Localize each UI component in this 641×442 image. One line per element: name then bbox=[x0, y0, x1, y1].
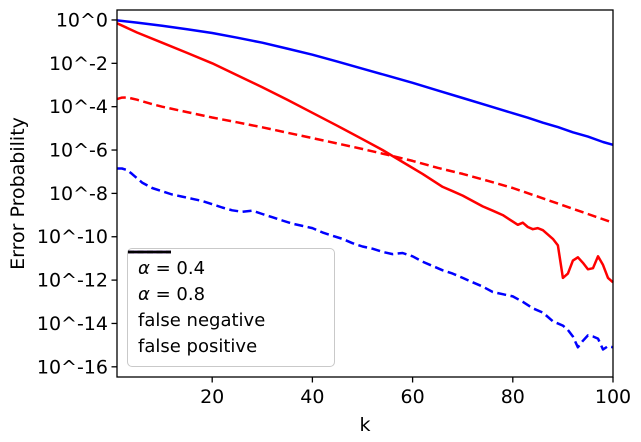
legend-label: α = 0.4 bbox=[138, 257, 206, 279]
x-axis-ticks: 20 40 60 80 100 bbox=[200, 377, 631, 408]
series-line-alpha08-false-positive bbox=[117, 167, 614, 351]
series-line-alpha04-false-negative bbox=[116, 22, 614, 284]
series-line-alpha08-false-negative bbox=[116, 19, 614, 147]
legend-entry: α = 0.4 bbox=[128, 250, 324, 281]
y-tick-label: 10^-2 bbox=[49, 53, 108, 75]
legend: α = 0.4 α = 0.8 false negative false positi… bbox=[127, 248, 335, 367]
x-tick-label: 100 bbox=[595, 386, 631, 408]
x-tick-label: 80 bbox=[501, 386, 525, 408]
y-tick-label: 10^-10 bbox=[37, 226, 108, 248]
legend-entry: false positive bbox=[128, 250, 324, 360]
legend-entry: false negative bbox=[128, 250, 324, 334]
y-tick-label: 10^-16 bbox=[37, 356, 108, 378]
plot-border bbox=[116, 9, 614, 378]
legend-entry: α = 0.8 bbox=[128, 250, 324, 307]
y-axis-ticks: 10^0 10^-2 10^-4 10^-6 10^-8 10^-10 10^-12 10^-… bbox=[37, 9, 117, 378]
legend-label: α = 0.8 bbox=[138, 283, 206, 305]
legend-label: false negative bbox=[138, 310, 266, 332]
y-tick-label: 10^-14 bbox=[37, 313, 108, 335]
y-tick-label: 10^-4 bbox=[49, 96, 108, 118]
x-tick-label: 20 bbox=[200, 386, 224, 408]
legend-line-sample bbox=[128, 250, 171, 254]
y-tick-label: 10^-6 bbox=[49, 140, 108, 162]
x-tick-label: 40 bbox=[300, 386, 324, 408]
y-tick-label: 10^-12 bbox=[37, 270, 108, 292]
y-tick-label: 10^0 bbox=[56, 9, 108, 31]
alpha-symbol: α bbox=[138, 283, 150, 305]
series-line-alpha04-false-positive bbox=[116, 96, 614, 224]
y-axis-label: Error Probability bbox=[7, 117, 29, 270]
legend-label: false positive bbox=[138, 336, 258, 358]
x-tick-label: 60 bbox=[401, 386, 425, 408]
alpha-symbol: α bbox=[138, 257, 150, 279]
x-axis-label: k bbox=[359, 414, 370, 436]
y-tick-label: 10^-8 bbox=[49, 183, 108, 205]
plot-series bbox=[116, 19, 614, 351]
